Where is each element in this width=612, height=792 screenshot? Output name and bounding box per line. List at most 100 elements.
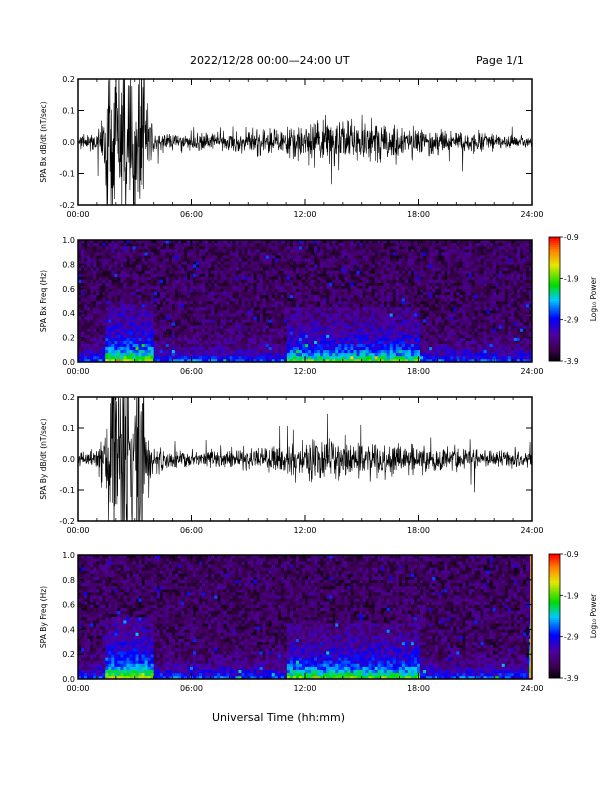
spectrogram-cell: [96, 319, 100, 323]
spectrogram-cell: [329, 310, 333, 314]
spectrogram-cell: [165, 273, 170, 277]
spectrogram-cell: [202, 340, 206, 344]
spectrogram-cell: [217, 294, 221, 299]
spectrogram-cell: [262, 264, 266, 268]
spectrogram-cell: [386, 255, 391, 259]
spectrogram-cell: [289, 337, 294, 341]
spectrogram-cell: [87, 243, 91, 247]
spectrogram-cell: [404, 337, 409, 341]
spectrogram-cell: [105, 240, 109, 244]
spectrogram-cell: [180, 331, 185, 335]
spectrogram-cell: [189, 307, 194, 311]
spectrogram-cell: [456, 246, 460, 250]
spectrogram-cell: [108, 331, 112, 335]
spectrogram-cell: [132, 310, 136, 314]
spectrogram-cell: [265, 301, 269, 305]
spectrogram-cell: [462, 349, 466, 354]
spectrogram-cell: [93, 273, 97, 277]
spectrogram-cell: [277, 246, 282, 250]
spectrogram-cell: [193, 267, 197, 271]
spectrogram-cell: [398, 331, 403, 335]
spectrogram-cell: [286, 337, 291, 341]
spectrogram-cell: [295, 358, 300, 362]
spectrogram-cell: [471, 255, 475, 259]
spectrogram-cell: [123, 358, 127, 362]
spectrogram-cell: [435, 322, 439, 326]
spectrogram-cell: [162, 310, 167, 314]
spectrogram-cell: [380, 249, 384, 253]
spectrogram-cell: [87, 276, 91, 280]
spectrogram-cell: [96, 291, 100, 296]
spectrogram-cell: [492, 334, 496, 338]
spectrogram-cell: [189, 294, 194, 299]
spectrogram-cell: [189, 276, 194, 280]
spectrogram-cell: [380, 270, 384, 274]
spectrogram-cell: [99, 310, 103, 314]
spectrogram-cell: [474, 288, 478, 293]
spectrogram-cell: [129, 337, 133, 341]
spectrogram-cell: [183, 294, 188, 299]
spectrogram-cell: [186, 279, 191, 283]
spectrogram-cell: [274, 346, 279, 351]
spectrogram-cell: [114, 337, 118, 341]
spectrogram-cell: [171, 340, 176, 344]
spectrogram-cell: [338, 337, 342, 341]
spectrogram-cell: [123, 273, 127, 277]
spectrogram-cell: [389, 355, 394, 360]
spectrogram-cell: [78, 270, 82, 274]
spectrogram-cell: [232, 307, 236, 311]
spectrogram-cell: [383, 270, 388, 274]
spectrogram-cell: [229, 279, 233, 283]
spectrogram-cell: [196, 343, 200, 348]
spectrogram-cell: [308, 331, 312, 335]
spectrogram-cell: [78, 334, 82, 338]
spectrogram-cell: [377, 334, 381, 338]
spectrogram-cell: [435, 246, 439, 250]
spectrogram-cell: [420, 246, 424, 250]
spectrogram-cell: [292, 285, 297, 290]
spectrogram-cell: [329, 325, 333, 329]
spectrogram-cell: [268, 288, 273, 293]
spectrogram-cell: [420, 325, 424, 329]
spectrogram-cell: [435, 352, 439, 357]
spectrogram-cell: [453, 249, 457, 253]
spectrogram-cell: [123, 328, 127, 332]
spectrogram-cell: [410, 358, 415, 362]
spectrogram-cell: [441, 264, 445, 268]
spectrogram-cell: [289, 273, 294, 277]
spectrogram-cell: [380, 340, 384, 344]
spectrogram-cell: [365, 307, 369, 311]
spectrogram-cell: [253, 334, 257, 338]
spectrogram-cell: [468, 316, 472, 320]
spectrogram-cell: [123, 349, 127, 354]
spectrogram-cell: [162, 304, 167, 308]
spectrogram-cell: [111, 255, 115, 259]
spectrogram-cell: [259, 276, 263, 280]
spectrogram-cell: [265, 261, 269, 265]
spectrogram-cell: [359, 264, 363, 268]
spectrogram-cell: [338, 316, 342, 320]
spectrogram-cell: [380, 255, 384, 259]
spectrogram-cell: [226, 334, 230, 338]
spectrogram-cell: [429, 288, 433, 293]
spectrogram-cell: [277, 331, 282, 335]
spectrogram-cell: [220, 267, 224, 271]
spectrogram-cell: [359, 346, 363, 351]
spectrogram-cell: [468, 340, 472, 344]
spectrogram-cell: [274, 261, 279, 265]
spectrogram-cell: [129, 261, 133, 265]
spectrogram-cell: [447, 325, 451, 329]
spectrogram-cell: [244, 340, 248, 344]
spectrogram-cell: [247, 294, 251, 299]
spectrogram-cell: [362, 261, 366, 265]
spectrogram-cell: [238, 346, 242, 351]
spectrogram-cell: [283, 249, 288, 253]
spectrogram-cell: [480, 240, 484, 244]
spectrogram-cell: [174, 316, 179, 320]
spectrogram-cell: [253, 249, 257, 253]
spectrogram-cell: [386, 249, 391, 253]
spectrogram-cell: [262, 291, 266, 296]
spectrogram-cell: [459, 358, 463, 362]
spectrogram-cell: [268, 340, 273, 344]
spectrogram-cell: [429, 240, 433, 244]
